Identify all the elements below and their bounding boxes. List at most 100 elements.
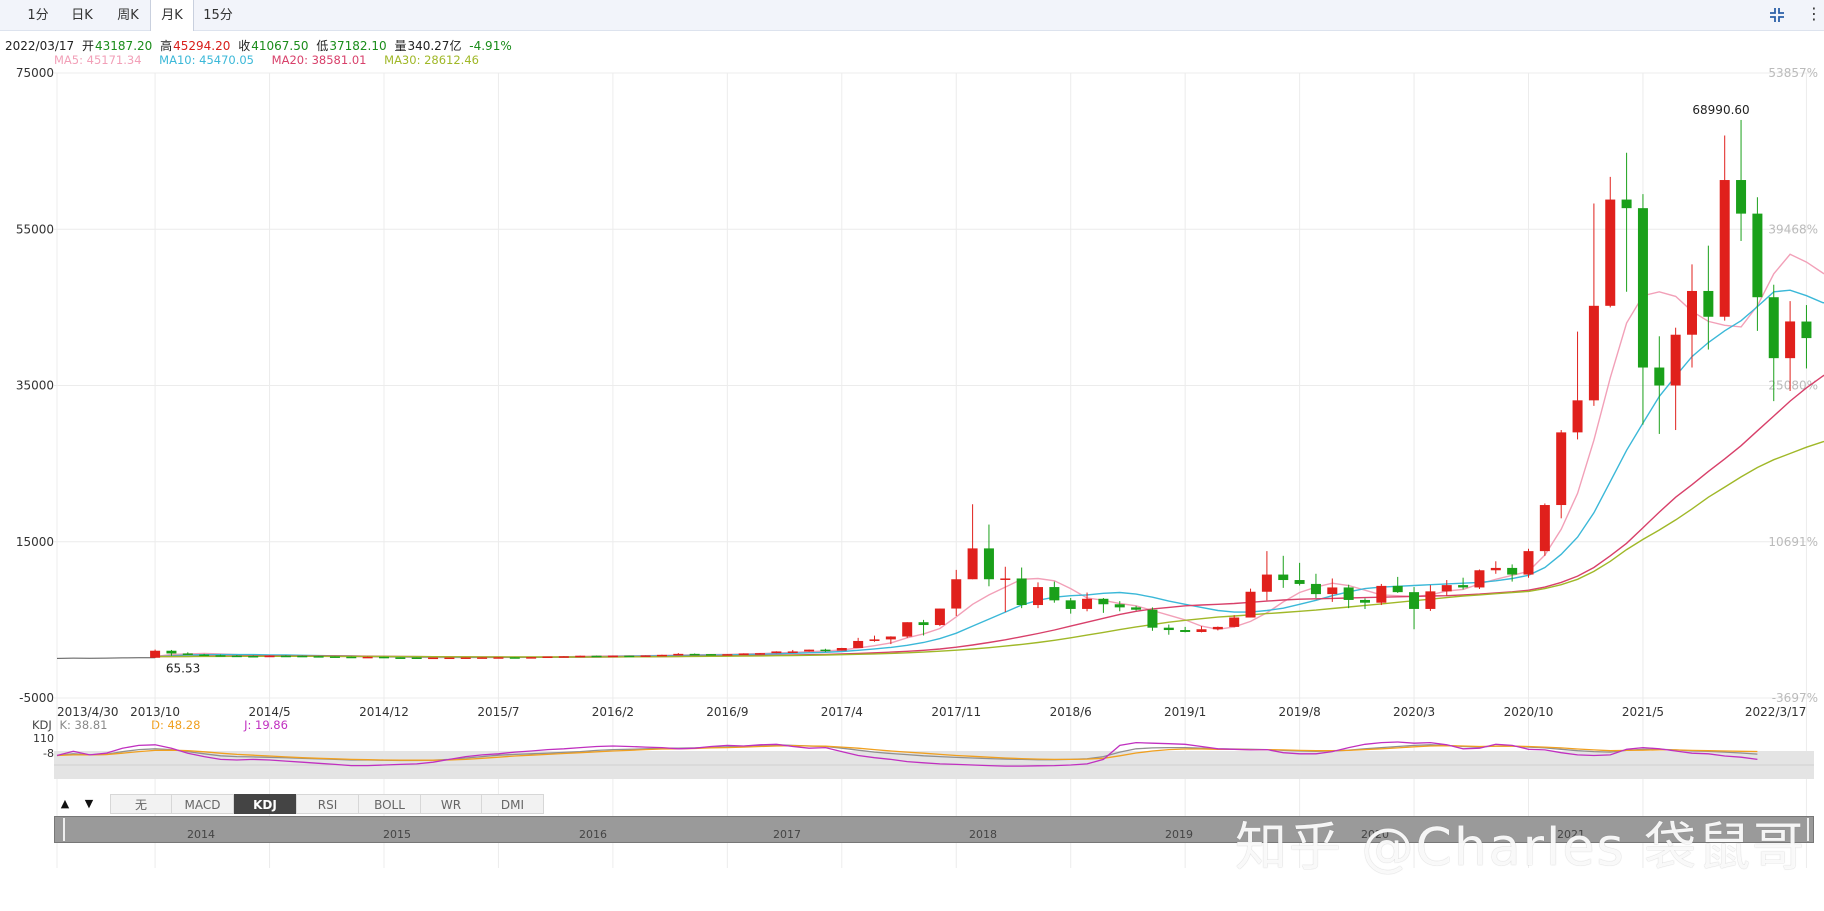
candle-body <box>689 653 700 656</box>
candle-body <box>509 657 520 659</box>
candle-body <box>1719 180 1730 317</box>
nav-year-2020: 2020 <box>1361 828 1389 841</box>
tab-weekly-k[interactable]: 周K <box>117 8 139 23</box>
candle-body <box>264 655 275 658</box>
candle-body <box>787 651 798 653</box>
indicator-tab-dmi[interactable]: DMI <box>481 794 544 814</box>
right-pct-label: -3697% <box>1772 691 1818 705</box>
info-close-label: 收 <box>238 39 251 53</box>
candle-body <box>918 622 929 626</box>
right-pct-label: 53857% <box>1768 66 1818 80</box>
candle-body <box>869 639 880 641</box>
candle-body <box>1343 587 1354 600</box>
price-annotation: 65.53 <box>166 661 200 675</box>
watermark-text: 知乎 @Charles 袋鼠哥 <box>1235 818 1807 878</box>
range-navigator[interactable]: 2014 2015 2016 2017 2018 2019 2020 2021 <box>54 816 1814 843</box>
scroll-up-button[interactable]: ▲ <box>60 797 70 810</box>
x-tick-label: 2014/12 <box>359 705 409 719</box>
candle-body <box>1409 592 1420 609</box>
x-tick-label: 2017/4 <box>821 705 863 719</box>
candle-body <box>526 657 537 659</box>
info-high-label: 高 <box>160 39 173 53</box>
candle-body <box>1687 290 1697 335</box>
indicator-tab-wr[interactable]: WR <box>420 794 482 814</box>
candle-body <box>1768 297 1779 359</box>
y-tick-label: 15000 <box>16 535 54 549</box>
candle-body <box>1621 199 1632 209</box>
right-pct-label: 10691% <box>1768 535 1818 549</box>
tab-daily-k[interactable]: 日K <box>71 8 93 23</box>
x-tick-label: 2015/7 <box>477 705 519 719</box>
candle-body <box>1637 208 1648 368</box>
info-date: 2022/03/17 <box>5 39 75 53</box>
indicator-tab-none[interactable]: 无 <box>110 794 172 814</box>
indicator-tab-rsi[interactable]: RSI <box>296 794 359 814</box>
scroll-down-button[interactable]: ▼ <box>84 797 94 810</box>
collapse-fullscreen-icon[interactable] <box>1768 6 1786 24</box>
y-tick-label: -5000 <box>19 691 54 705</box>
ma-line-ma30 <box>155 440 1824 658</box>
candle-body <box>411 657 422 659</box>
candle-body <box>1000 578 1011 580</box>
tab-15min[interactable]: 15分 <box>203 8 233 23</box>
candle-body <box>1556 432 1567 506</box>
nav-year-2017: 2017 <box>773 828 801 841</box>
candle-body <box>1327 587 1338 595</box>
candle-body <box>673 653 684 656</box>
candle-body <box>1703 290 1714 317</box>
more-vertical-icon[interactable]: ⋮ <box>1806 4 1822 23</box>
candle-body <box>1801 321 1812 339</box>
candle-body <box>460 657 471 659</box>
candle-body <box>558 656 569 658</box>
candle-body <box>199 654 210 657</box>
kdj-legend: KDJ K: 38.81 D: 48.28 J: 19.86 <box>32 718 308 732</box>
candle-body <box>607 655 618 658</box>
x-tick-label: 2013/10 <box>130 705 180 719</box>
candle-body <box>231 655 242 658</box>
indicator-tab-macd[interactable]: MACD <box>171 794 234 814</box>
candle-body <box>1163 627 1174 631</box>
candle-body <box>1082 598 1093 609</box>
indicator-tab-boll[interactable]: BOLL <box>358 794 421 814</box>
candle-body <box>640 655 651 657</box>
x-tick-label: 2016/9 <box>706 705 748 719</box>
info-open-label: 开 <box>82 39 95 53</box>
candle-body <box>379 656 389 659</box>
ma-line-ma10 <box>155 289 1824 658</box>
candle-body <box>1392 585 1403 593</box>
kdj-line-k <box>56 744 1758 762</box>
candle-body <box>1294 580 1305 584</box>
tab-monthly-k[interactable]: 月K <box>150 0 194 31</box>
indicator-tab-kdj[interactable]: KDJ <box>234 794 296 814</box>
candle-body <box>1147 609 1158 628</box>
x-tick-label: 2013/4/30 <box>57 705 119 719</box>
kdj-d: D: 48.28 <box>151 718 201 732</box>
candle-body <box>1523 551 1534 575</box>
x-tick-label: 2020/3 <box>1393 705 1435 719</box>
candle-body <box>1245 591 1256 618</box>
candle-body <box>951 579 962 609</box>
x-tick-label: 2018/6 <box>1050 705 1092 719</box>
info-low-label: 低 <box>316 39 329 53</box>
tab-1min[interactable]: 1分 <box>27 8 49 23</box>
candle-body <box>329 656 340 658</box>
info-open-value: 43187.20 <box>95 39 153 53</box>
y-tick-label: 35000 <box>16 379 54 393</box>
nav-year-2016: 2016 <box>579 828 607 841</box>
ma-line-ma5 <box>155 253 1824 659</box>
candle-body <box>1474 570 1485 588</box>
candle-body <box>1016 578 1027 606</box>
kdj-line-j <box>56 741 1758 767</box>
candle-body <box>150 650 161 658</box>
navigator-window[interactable] <box>63 818 1809 841</box>
candle-body <box>1588 305 1599 401</box>
candle-body <box>542 656 553 659</box>
info-change: -4.91% <box>469 39 512 53</box>
kdj-tick-label: -8 <box>43 747 54 760</box>
candle-body <box>1049 587 1060 601</box>
info-close-value: 41067.50 <box>251 39 309 53</box>
candle-body <box>1539 505 1550 552</box>
x-tick-label: 2017/11 <box>931 705 981 719</box>
candle-body <box>1180 630 1191 632</box>
info-volume-value: 340.27亿 <box>407 39 462 53</box>
